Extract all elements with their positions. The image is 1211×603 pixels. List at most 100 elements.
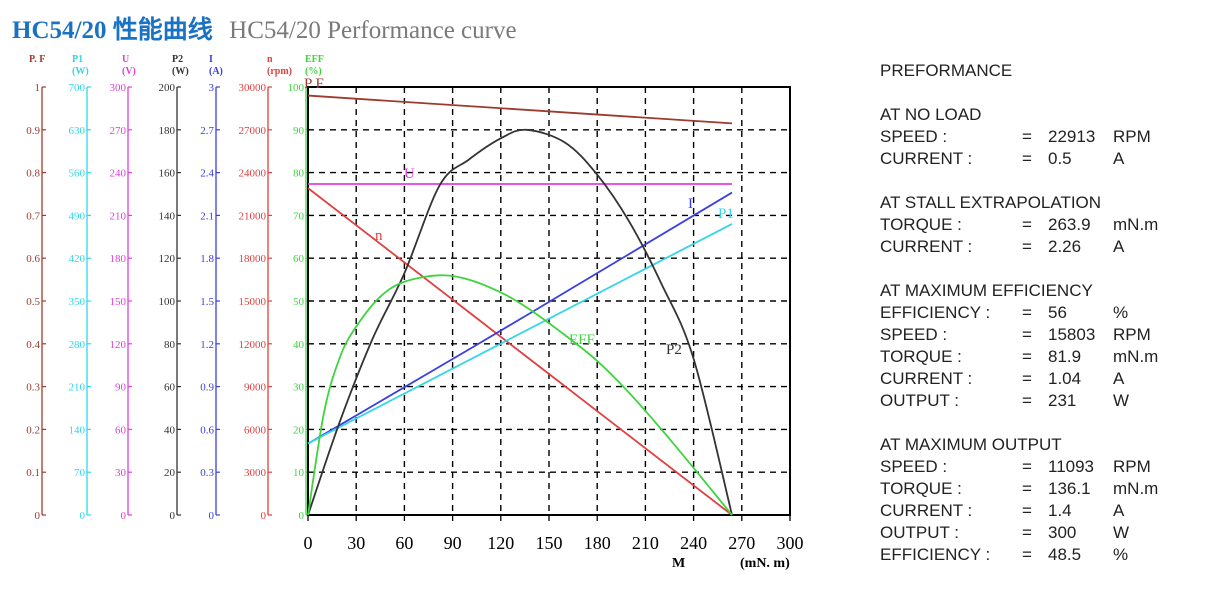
tick-label-p1: 700	[69, 82, 86, 94]
tick-label-p1: 280	[69, 339, 86, 351]
chart-header: HC54/20 性能曲线 HC54/20 Performance curve	[12, 10, 517, 50]
performance-row: CURRENT : = 1.4 A	[880, 500, 1200, 522]
row-value: 136.1	[1048, 479, 1091, 498]
tick-label-n: 12000	[239, 339, 267, 351]
row-value: 81.9	[1048, 347, 1082, 366]
x-axis-unit: (mN. m)	[740, 556, 790, 571]
row-unit: A	[1113, 369, 1125, 388]
tick-label-n: 3000	[244, 467, 267, 479]
series-label: EFF	[569, 332, 595, 348]
tick-label-i: 0.9	[200, 382, 214, 394]
tick-label-pf: 0	[35, 510, 41, 522]
row-equals: =	[1022, 127, 1032, 146]
series-line-n	[307, 187, 733, 516]
row-value: 2.26	[1048, 237, 1082, 256]
row-equals: =	[1022, 457, 1032, 476]
axis-unit-p2: (W)	[172, 66, 189, 77]
tick-label-u: 180	[110, 253, 127, 265]
section-heading: AT STALL EXTRAPOLATION	[880, 193, 1102, 212]
tick-label-p2: 80	[164, 339, 176, 351]
section-heading: AT NO LOAD	[880, 105, 982, 124]
tick-label-n: 0	[261, 510, 267, 522]
series-line-p-f	[307, 94, 733, 125]
row-unit: %	[1113, 303, 1129, 322]
tick-label-u: 210	[110, 210, 127, 222]
tick-label-i: 0.6	[200, 424, 214, 436]
row-label: OUTPUT :	[880, 523, 960, 542]
tick-label-p1: 140	[69, 424, 86, 436]
axis-name-u: U	[122, 54, 129, 65]
row-value: 48.5	[1048, 545, 1082, 564]
row-label: CURRENT :	[880, 149, 973, 168]
performance-row: CURRENT : = 0.5 A	[880, 148, 1200, 170]
row-value: 15803	[1048, 325, 1096, 344]
row-label: TORQUE :	[880, 479, 962, 498]
tick-label-pf: 0.6	[26, 253, 40, 265]
tick-label-n: 18000	[239, 253, 267, 265]
x-axis-label: M	[672, 556, 685, 571]
tick-label-p2: 60	[164, 382, 176, 394]
axis-unit-p1: (W)	[72, 66, 89, 77]
series-line-i	[307, 191, 733, 445]
axis-unit-eff: (%)	[305, 66, 322, 77]
tick-label-i: 3	[209, 82, 215, 94]
tick-label-pf: 1	[35, 82, 41, 94]
axis-name-p2: P2	[172, 54, 183, 65]
tick-label-n: 27000	[239, 125, 267, 137]
tick-label-pf: 0.3	[26, 382, 40, 394]
row-label: TORQUE :	[880, 347, 962, 366]
row-equals: =	[1022, 501, 1032, 520]
tick-label-p2: 120	[159, 253, 176, 265]
tick-label-p2: 160	[159, 168, 176, 180]
tick-label-pf: 0.5	[26, 296, 40, 308]
axis-name-eff: EFF	[305, 54, 324, 65]
row-label: SPEED :	[880, 325, 948, 344]
row-value: 231	[1048, 391, 1077, 410]
tick-label-i: 2.1	[200, 210, 214, 222]
performance-row: TORQUE : = 263.9 mN.m	[880, 214, 1200, 236]
tick-label-i: 2.7	[200, 125, 214, 137]
x-axis: 0 30 60 90 120 150 180 210 240 270 300 M (mN. m)	[304, 515, 804, 571]
x-tick-label: 0	[304, 533, 313, 553]
series-label: P F	[304, 76, 324, 92]
tick-label-i: 1.8	[200, 253, 214, 265]
row-unit: A	[1113, 149, 1125, 168]
row-equals: =	[1022, 149, 1032, 168]
tick-label-eff: 90	[293, 125, 305, 137]
tick-label-pf: 0.7	[26, 210, 40, 222]
tick-label-i: 0.3	[200, 467, 214, 479]
performance-row: OUTPUT : = 300 W	[880, 522, 1200, 544]
axis-unit-u: (V)	[122, 66, 136, 77]
tick-label-pf: 0.1	[26, 467, 40, 479]
tick-label-pf: 0.8	[26, 168, 40, 180]
row-equals: =	[1022, 369, 1032, 388]
tick-label-i: 1.5	[200, 296, 214, 308]
row-unit: mN.m	[1113, 479, 1159, 498]
performance-row: SPEED : = 15803 RPM	[880, 324, 1200, 346]
x-tick-label: 210	[632, 533, 659, 553]
tick-label-eff: 100	[288, 82, 305, 94]
tick-label-u: 270	[110, 125, 127, 137]
chart-subtitle: HC54/20 Performance curve	[229, 17, 517, 44]
tick-label-n: 30000	[239, 82, 267, 94]
x-tick-label: 60	[395, 533, 413, 553]
x-tick-label: 120	[487, 533, 514, 553]
row-unit: mN.m	[1113, 347, 1159, 366]
series-line-eff	[307, 274, 733, 516]
tick-label-u: 30	[115, 467, 127, 479]
row-label: TORQUE :	[880, 215, 962, 234]
row-equals: =	[1022, 391, 1032, 410]
series-label: n	[375, 228, 383, 244]
tick-label-p2: 0	[170, 510, 176, 522]
tick-label-p2: 200	[159, 82, 176, 94]
tick-label-n: 6000	[244, 424, 267, 436]
row-value: 11093	[1048, 457, 1095, 476]
row-unit: A	[1113, 237, 1125, 256]
chart-title: HC54/20 性能曲线	[12, 17, 213, 44]
series-label: I	[688, 196, 693, 212]
tick-label-eff: 80	[293, 168, 305, 180]
x-tick-label: 300	[777, 533, 804, 553]
axis-name-n: n	[267, 54, 273, 65]
axis-name-p1: P1	[72, 54, 83, 65]
tick-label-eff: 0	[299, 510, 305, 522]
